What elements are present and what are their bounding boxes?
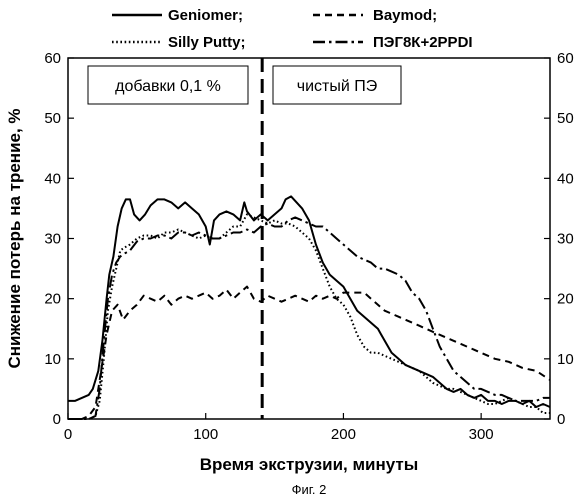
- y-axis-title: Снижение потерь на трение, %: [5, 108, 24, 368]
- legend-label: ПЭГ8К+2PPDI: [373, 34, 473, 51]
- annotations: добавки 0,1 % чистый ПЭ: [88, 66, 401, 104]
- legend: Geniomer; Baymod; Silly Putty; ПЭГ8К+2PPDI: [112, 7, 473, 51]
- axes: 0 100 200 300 0 10 20 30 40 50 60 0 10 20 30 40 50 60: [44, 50, 573, 443]
- y-right-tick-label: 60: [557, 50, 574, 67]
- y-right-tick-label: 40: [557, 170, 574, 187]
- x-tick-label: 300: [469, 426, 494, 443]
- x-axis-title: Время экструзии, минуты: [200, 455, 419, 474]
- y-right-tick-label: 0: [557, 411, 565, 428]
- series-layer: [68, 196, 550, 419]
- y-right-tick-label: 30: [557, 231, 574, 248]
- series-line: [68, 214, 550, 419]
- y-tick-label: 20: [44, 291, 61, 308]
- y-tick-label: 40: [44, 170, 61, 187]
- x-tick-label: 0: [64, 426, 72, 443]
- series-line: [68, 287, 550, 419]
- legend-label: Geniomer;: [168, 7, 243, 24]
- y-tick-label: 10: [44, 351, 61, 368]
- y-tick-label: 0: [53, 411, 61, 428]
- figure-caption: Фиг. 2: [292, 482, 327, 497]
- annotation-additives-label: добавки 0,1 %: [115, 78, 221, 95]
- y-right-tick-label: 20: [557, 291, 574, 308]
- plot-area: добавки 0,1 % чистый ПЭ: [68, 58, 550, 419]
- x-tick-label: 100: [193, 426, 218, 443]
- legend-label: Baymod;: [373, 7, 437, 24]
- annotation-pure-pe-label: чистый ПЭ: [297, 78, 377, 95]
- y-right-tick-label: 10: [557, 351, 574, 368]
- y-tick-label: 50: [44, 110, 61, 127]
- legend-label: Silly Putty;: [168, 34, 246, 51]
- x-tick-label: 200: [331, 426, 356, 443]
- plot-frame: [68, 58, 550, 419]
- series-line: [68, 196, 550, 407]
- y-right-tick-label: 50: [557, 110, 574, 127]
- series-line: [68, 217, 550, 419]
- y-tick-label: 60: [44, 50, 61, 67]
- y-tick-label: 30: [44, 231, 61, 248]
